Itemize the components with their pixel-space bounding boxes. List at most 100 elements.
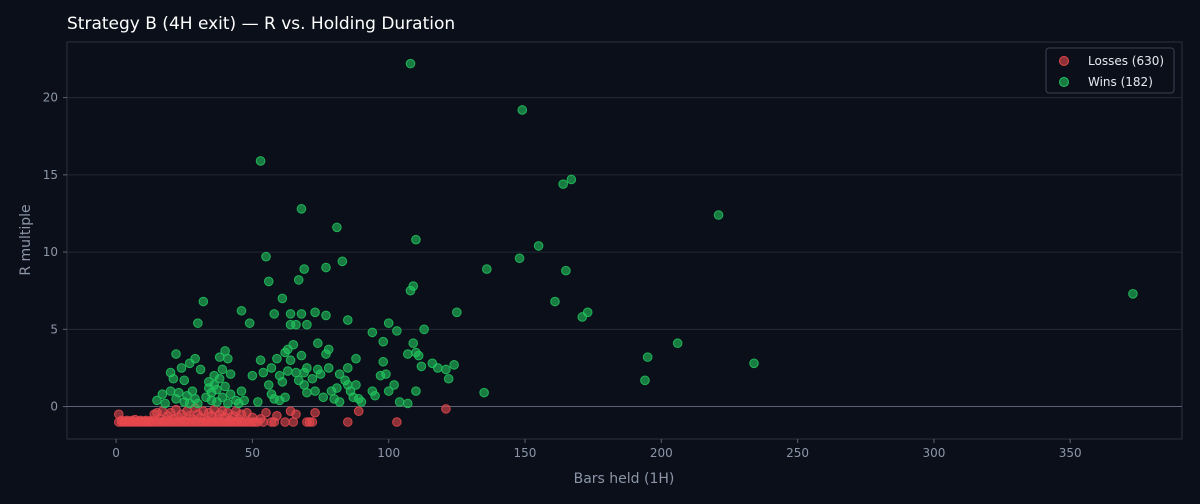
win-point: [334, 397, 345, 407]
legend: Losses (630) Wins (182): [1045, 47, 1175, 94]
win-point: [253, 397, 263, 407]
x-tick-label: 250: [786, 446, 809, 460]
win-point: [332, 383, 342, 393]
win-point: [405, 58, 416, 69]
win-point: [337, 256, 348, 267]
win-point: [247, 370, 258, 381]
win-point: [315, 369, 326, 379]
x-tick-label: 50: [245, 446, 260, 460]
y-axis-label: R multiple: [18, 204, 34, 275]
chart-title: Strategy B (4H exit) — R vs. Holding Dur…: [67, 14, 456, 34]
win-point: [296, 204, 307, 214]
win-point: [561, 265, 571, 276]
win-point: [225, 389, 236, 400]
win-point: [217, 364, 228, 375]
win-point: [223, 353, 233, 364]
loss-point: [310, 407, 320, 418]
legend-label-losses: Losses (630): [1088, 54, 1164, 68]
win-point: [277, 293, 288, 304]
win-point: [392, 326, 402, 336]
win-point: [302, 363, 312, 373]
win-point: [244, 318, 255, 328]
win-point: [378, 336, 389, 347]
win-point: [321, 310, 331, 321]
win-point: [283, 366, 293, 376]
win-point: [550, 296, 560, 307]
loss-point: [353, 406, 364, 416]
win-point: [255, 355, 266, 366]
win-point: [157, 389, 168, 400]
win-point: [517, 105, 528, 115]
win-point: [198, 296, 209, 307]
win-point: [408, 338, 419, 349]
win-point: [165, 386, 176, 396]
win-point: [479, 387, 489, 398]
win-point: [171, 349, 181, 359]
win-point: [482, 264, 492, 274]
win-point: [389, 380, 399, 390]
win-point: [266, 363, 277, 373]
win-point: [370, 390, 380, 401]
win-point: [285, 309, 296, 319]
win-point: [411, 386, 421, 396]
loss-point: [291, 409, 301, 420]
win-point: [307, 373, 318, 384]
win-point: [239, 395, 250, 406]
win-point: [419, 324, 429, 335]
win-point: [342, 315, 353, 325]
loss-point: [392, 417, 402, 427]
win-point: [272, 353, 282, 364]
win-point: [533, 241, 544, 251]
win-point: [269, 309, 279, 319]
win-point: [214, 373, 225, 384]
x-axis-label: Bars held (1H): [574, 471, 675, 487]
win-point: [193, 318, 203, 328]
win-point: [432, 363, 443, 373]
plot-area: [66, 41, 1183, 440]
win-point: [258, 367, 269, 378]
x-axis-ticks: 0 50 100 150 200 250 300 350: [112, 439, 1082, 460]
loss-point: [261, 407, 271, 418]
win-point: [261, 251, 271, 262]
legend-label-wins: Wins (182): [1088, 75, 1153, 89]
win-point: [402, 398, 413, 409]
y-tick-label: 5: [50, 322, 58, 336]
win-point: [255, 156, 266, 166]
x-tick-label: 350: [1059, 446, 1082, 460]
win-point: [220, 381, 230, 392]
win-point: [558, 179, 568, 189]
win-point: [173, 387, 184, 398]
win-point: [296, 309, 307, 319]
win-point: [411, 234, 421, 245]
win-point: [394, 397, 405, 407]
win-point: [640, 375, 650, 386]
win-point: [263, 276, 274, 287]
win-point: [408, 281, 419, 291]
win-point: [179, 375, 190, 386]
x-tick-label: 150: [514, 446, 537, 460]
win-point: [176, 363, 187, 373]
win-point: [367, 327, 378, 338]
y-tick-label: 20: [43, 91, 58, 105]
legend-marker-wins: [1059, 77, 1069, 87]
losses-series: [113, 403, 451, 427]
win-point: [332, 222, 342, 233]
win-point: [672, 338, 683, 349]
win-point: [236, 305, 247, 316]
win-point: [310, 386, 320, 396]
win-point: [566, 174, 577, 185]
win-point: [277, 377, 288, 387]
x-tick-label: 300: [922, 446, 945, 460]
wins-series: [152, 58, 1138, 409]
legend-box: [1045, 47, 1175, 94]
win-point: [223, 398, 233, 409]
win-point: [190, 353, 200, 364]
win-point: [193, 398, 203, 409]
x-tick-label: 200: [650, 446, 673, 460]
loss-point: [258, 417, 269, 427]
win-point: [514, 253, 525, 264]
y-tick-label: 0: [50, 400, 58, 414]
win-point: [291, 319, 301, 330]
